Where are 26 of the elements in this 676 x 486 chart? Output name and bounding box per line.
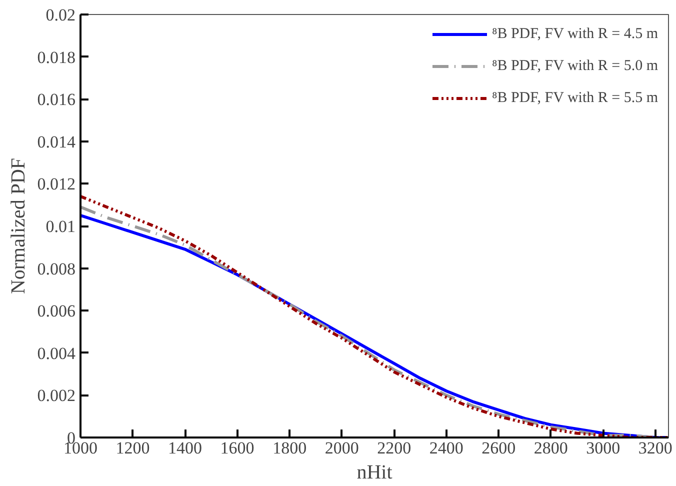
x-tick-label: 2600 [482, 438, 516, 458]
x-axis-title: nHit [356, 462, 393, 484]
y-tick-label: 0.006 [37, 302, 76, 321]
y-tick-label: 0.004 [37, 344, 76, 363]
x-tick-label: 2400 [429, 438, 464, 458]
y-tick-label: 0.002 [37, 386, 76, 406]
x-tick-label: 2800 [534, 438, 568, 458]
y-axis-title: Normalized PDF [7, 158, 30, 294]
y-tick-label: 0.008 [37, 259, 76, 278]
x-tick-label: 1200 [116, 438, 150, 458]
x-tick-label: 1600 [220, 438, 254, 458]
x-tick-label: 3000 [586, 438, 620, 458]
y-tick-label: 0.02 [46, 6, 76, 24]
legend-label: ⁸B PDF, FV with R = 4.5 m [492, 26, 658, 42]
x-tick-label: 2000 [324, 438, 359, 458]
y-tick-label: 0.014 [37, 132, 76, 152]
x-tick-label: 1800 [272, 438, 307, 458]
legend-label: ⁸B PDF, FV with R = 5.5 m [492, 90, 658, 106]
y-tick-label: 0.016 [37, 90, 76, 110]
x-tick-label: 1400 [168, 438, 202, 458]
y-tick-label: 0.018 [37, 48, 76, 67]
y-tick-label: 0.01 [46, 217, 76, 236]
legend-label: ⁸B PDF, FV with R = 5.0 m [492, 58, 658, 74]
x-tick-label: 3200 [638, 438, 672, 458]
x-tick-label: 2200 [377, 438, 412, 458]
y-tick-label: 0.012 [37, 174, 76, 194]
